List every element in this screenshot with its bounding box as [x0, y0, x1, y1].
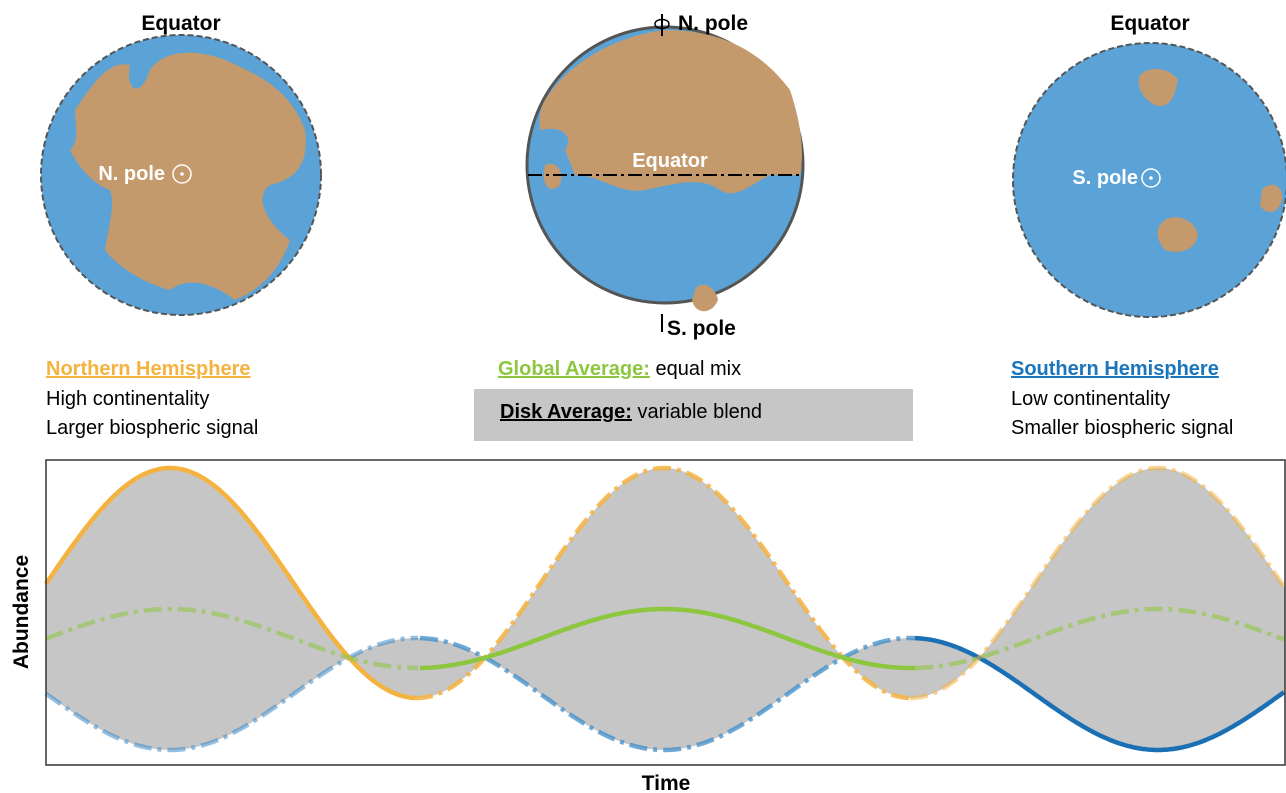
globe-side: N. pole Equator S. pole — [527, 12, 803, 340]
plot — [46, 468, 1285, 750]
globe-label: N. pole — [98, 163, 165, 185]
globe-label: Equator — [141, 12, 220, 35]
globe-south: Equator S. pole — [1013, 12, 1286, 317]
legend-global: Global Average: equal mix — [498, 358, 741, 380]
legend-disk: Disk Average: variable blend — [500, 401, 762, 423]
legend-line: Smaller biospheric signal — [1011, 417, 1233, 439]
globe-label: S. pole — [1072, 167, 1138, 189]
globe-north: Equator N. pole — [41, 12, 321, 315]
legend-line: Larger biospheric signal — [46, 417, 258, 439]
legend-title: Southern Hemisphere — [1011, 358, 1219, 380]
globe-label: N. pole — [678, 12, 748, 35]
legend-text: variable blend — [637, 401, 762, 423]
figure: Equator N. pole N. pole Equator S. pole … — [0, 0, 1286, 793]
legend-line: High continentality — [46, 388, 209, 410]
legend-text: equal mix — [655, 358, 741, 380]
y-axis-label: Abundance — [10, 555, 33, 669]
legend-title: Northern Hemisphere — [46, 358, 251, 380]
globe-label: Equator — [1110, 12, 1189, 35]
x-axis-label: Time — [642, 772, 691, 793]
globe-label: S. pole — [667, 317, 736, 340]
legend-title: Global Average: — [498, 358, 650, 380]
globe-label: Equator — [632, 150, 708, 172]
legend-line: Low continentality — [1011, 388, 1170, 410]
legend-title: Disk Average: — [500, 401, 632, 423]
